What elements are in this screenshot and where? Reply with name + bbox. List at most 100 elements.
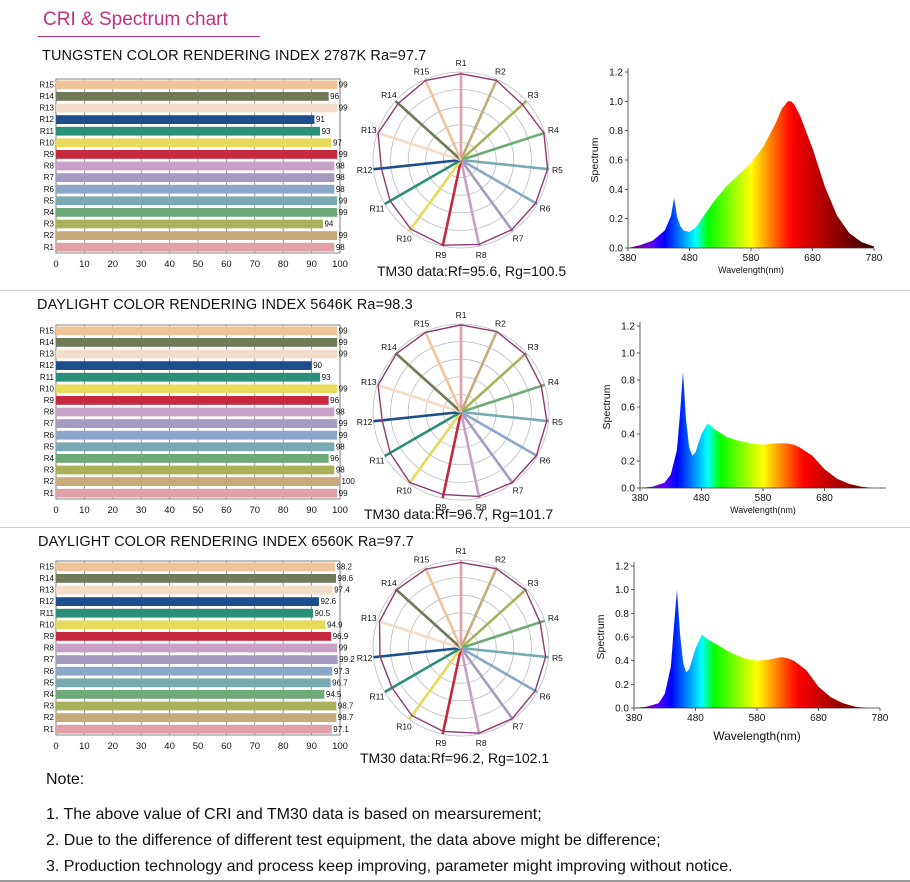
y-tick-label: 0.2 <box>615 680 629 691</box>
bar-R7 <box>56 655 338 664</box>
category-label-R7: R7 <box>44 173 55 182</box>
radar-value-polygon <box>378 561 547 734</box>
bar-R7 <box>56 173 335 182</box>
bar-R15 <box>56 80 338 90</box>
category-label-R4: R4 <box>44 208 55 217</box>
value-label-R4: 96 <box>330 454 339 463</box>
y-tick-label: 0.0 <box>621 484 635 495</box>
category-label-R3: R3 <box>44 702 55 711</box>
value-label-R3: 94 <box>324 220 333 229</box>
x-tick-label: 380 <box>626 713 643 724</box>
category-label-R9: R9 <box>44 396 55 405</box>
radar-spoke-R5 <box>460 410 549 423</box>
radar-label-R2: R2 <box>495 554 506 564</box>
radar-spoke-R8 <box>459 411 481 499</box>
radar-label-R4: R4 <box>548 125 559 135</box>
value-label-R11: 93 <box>322 127 331 136</box>
value-label-R3: 98.7 <box>338 702 354 711</box>
category-label-R6: R6 <box>44 185 55 194</box>
radar-label-R5: R5 <box>552 653 563 663</box>
value-label-R10: 97 <box>333 138 342 147</box>
x-tick-label: 30 <box>136 259 147 270</box>
value-label-R5: 96.7 <box>332 678 348 687</box>
category-label-R13: R13 <box>39 104 54 113</box>
value-label-R5: 99 <box>339 196 348 205</box>
bar-R2 <box>56 231 338 240</box>
value-label-R2: 98.7 <box>338 713 354 722</box>
note-line-1: 1. The above value of CRI and TM30 data … <box>46 806 542 823</box>
bar-R9 <box>56 632 332 641</box>
y-tick-label: 0.0 <box>615 704 629 715</box>
x-tick-label: 680 <box>810 713 827 724</box>
x-tick-label: 680 <box>816 493 833 504</box>
value-label-R10: 94.9 <box>327 620 343 629</box>
value-label-R6: 98 <box>336 185 345 194</box>
radar-label-R1: R1 <box>456 546 467 556</box>
radar-label-R14: R14 <box>381 90 397 100</box>
radar-spoke-R13 <box>376 383 462 414</box>
x-tick-label: 480 <box>687 713 704 724</box>
y-tick-label: 0.6 <box>621 403 635 414</box>
x-tick-label: 50 <box>193 505 204 516</box>
y-tick-label: 0.8 <box>609 126 623 137</box>
x-tick-label: 480 <box>693 493 710 504</box>
value-label-R1: 98 <box>336 243 345 252</box>
bar-R4 <box>56 208 338 217</box>
value-label-R11: 90.5 <box>315 609 331 618</box>
y-axis-label: Spectrum <box>601 384 613 429</box>
radar-spoke-R4 <box>460 383 546 414</box>
y-tick-label: 0.6 <box>615 633 629 644</box>
block-title-tungsten: TUNGSTEN COLOR RENDERING INDEX 2787K Ra=… <box>42 48 427 64</box>
bar-R2 <box>56 713 337 722</box>
category-label-R2: R2 <box>44 477 55 486</box>
radar-spoke-R12 <box>373 158 462 171</box>
value-label-R9: 96.9 <box>333 632 349 641</box>
radar-spoke-R6 <box>460 410 538 458</box>
bar-R12 <box>56 597 319 606</box>
radar-spoke-R14 <box>394 588 462 649</box>
category-label-R1: R1 <box>44 725 55 734</box>
radar-spoke-R3 <box>460 100 528 161</box>
bar-R7 <box>56 419 338 428</box>
y-tick-label: 0.4 <box>621 430 635 441</box>
block-title-daylight-6560k: DAYLIGHT COLOR RENDERING INDEX 6560K Ra=… <box>38 534 414 550</box>
radar-label-R15: R15 <box>414 318 430 328</box>
x-tick-label: 580 <box>743 253 760 264</box>
category-label-R5: R5 <box>44 196 55 205</box>
bar-R11 <box>56 126 321 136</box>
y-tick-label: 0.4 <box>615 656 629 667</box>
category-label-R5: R5 <box>44 442 55 451</box>
y-axis-label: Spectrum <box>595 614 607 659</box>
cri-bar-chart-daylight-6560k: 0 10 20 30 40 50 60 70 80 90 100 R1 97.1 R2 98.7 R3 98.7… <box>39 560 355 752</box>
x-tick-label: 80 <box>278 259 289 270</box>
radar-spoke-R9 <box>441 647 463 735</box>
bar-R5 <box>56 678 331 688</box>
radar-label-R2: R2 <box>495 66 506 76</box>
category-label-R9: R9 <box>44 632 55 641</box>
x-tick-label: 0 <box>53 505 58 516</box>
radar-spoke-R9 <box>441 411 463 499</box>
value-label-R7: 99.2 <box>339 655 355 664</box>
value-label-R15: 99 <box>339 80 348 89</box>
value-label-R8: 98 <box>336 162 345 171</box>
x-tick-label: 580 <box>749 713 766 724</box>
x-tick-label: 50 <box>193 259 204 270</box>
radar-spoke-R5 <box>460 158 549 171</box>
category-label-R7: R7 <box>44 419 55 428</box>
value-label-R14: 99 <box>339 338 348 347</box>
value-label-R11: 93 <box>322 373 331 382</box>
radar-label-R10: R10 <box>396 233 412 243</box>
bar-R3 <box>56 465 335 475</box>
category-label-R11: R11 <box>40 609 55 618</box>
value-label-R12: 91 <box>316 115 325 124</box>
radar-label-R7: R7 <box>513 485 524 495</box>
value-label-R9: 96 <box>330 396 339 405</box>
radar-label-R4: R4 <box>548 377 559 387</box>
value-label-R12: 92.6 <box>320 597 336 606</box>
spectrum-area <box>628 101 874 248</box>
category-label-R4: R4 <box>44 690 55 699</box>
x-axis-label: Wavelength(nm) <box>713 729 801 743</box>
category-label-R11: R11 <box>40 127 55 136</box>
category-label-R11: R11 <box>40 373 55 382</box>
radar-label-R15: R15 <box>414 66 430 76</box>
